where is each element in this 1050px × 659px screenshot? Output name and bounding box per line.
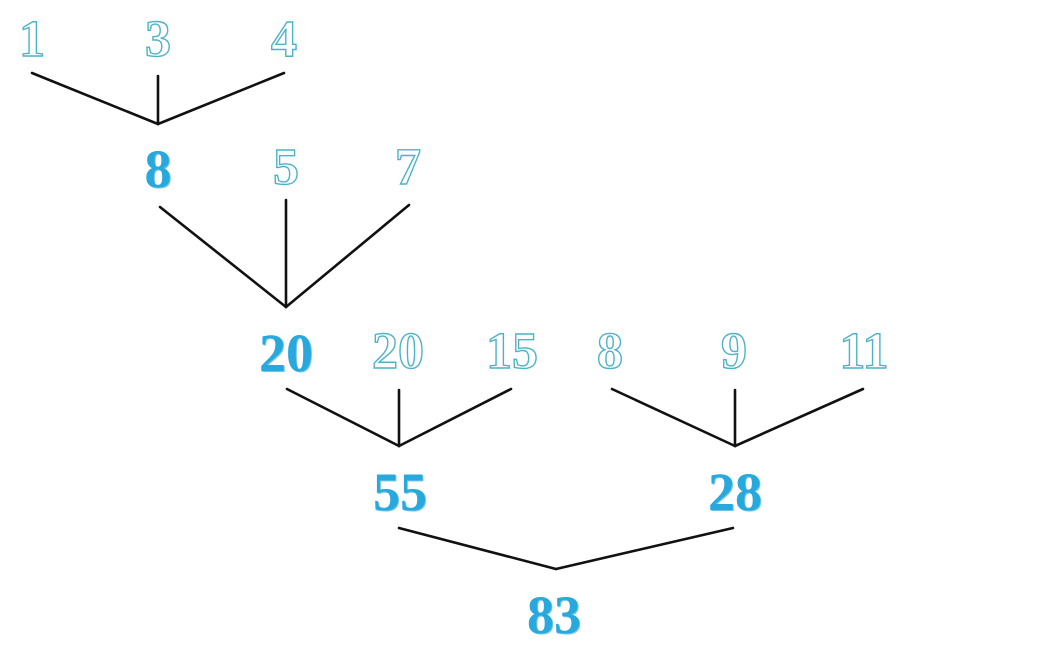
connector-line xyxy=(733,387,865,448)
connector-line xyxy=(554,526,735,571)
connector-line xyxy=(156,71,286,126)
sum-55: 55 xyxy=(373,462,427,522)
connector-line xyxy=(158,205,288,309)
sum-20: 20 xyxy=(259,323,313,383)
number-3: 3 xyxy=(144,11,171,68)
number-1: 1 xyxy=(18,11,45,68)
sum-83: 83 xyxy=(527,585,581,645)
connector-line xyxy=(284,203,411,309)
number-20: 20 xyxy=(371,323,424,380)
sum-28: 28 xyxy=(708,462,762,522)
connector-line xyxy=(397,526,558,571)
connector-line xyxy=(285,387,401,448)
number-7: 7 xyxy=(394,139,421,196)
number-9: 9 xyxy=(720,323,747,380)
number-5: 5 xyxy=(272,139,299,196)
connector-line xyxy=(610,387,737,448)
number-8: 8 xyxy=(596,323,623,380)
connector-line xyxy=(30,71,160,126)
connector-line xyxy=(397,387,513,448)
number-11: 11 xyxy=(839,323,890,380)
sum-8: 8 xyxy=(144,139,172,199)
number-15: 15 xyxy=(485,323,538,380)
number-4: 4 xyxy=(270,11,297,68)
